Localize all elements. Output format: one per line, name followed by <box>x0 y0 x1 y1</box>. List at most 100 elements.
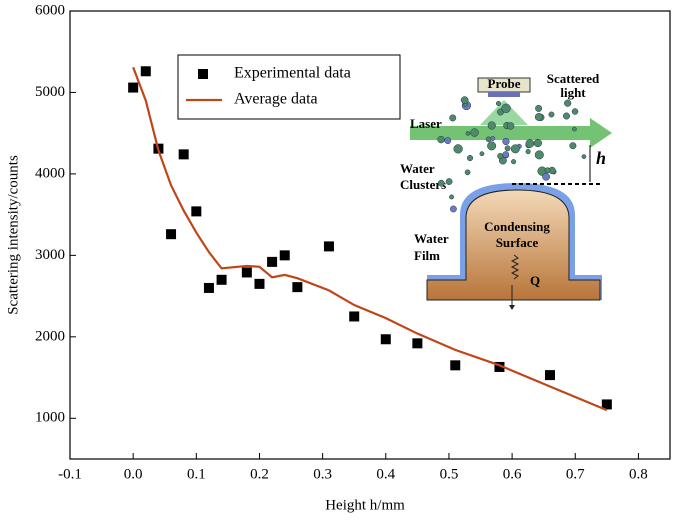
heat-symbol <box>510 254 520 307</box>
data-point <box>450 360 461 371</box>
x-tick-label: 0.0 <box>124 466 143 482</box>
plot-frame <box>69 10 671 460</box>
cluster-dot <box>504 145 511 152</box>
data-point <box>292 282 303 293</box>
cluster-dot <box>533 138 542 148</box>
condensing-surface <box>426 189 601 301</box>
cluster-dot <box>535 104 543 112</box>
data-point <box>279 250 290 261</box>
cluster-dot <box>525 149 531 155</box>
data-point <box>241 267 252 278</box>
legend-label: Experimental data <box>234 65 351 82</box>
data-point <box>140 66 151 77</box>
x-tick-label: -0.1 <box>58 466 82 482</box>
data-point <box>323 241 334 252</box>
annotation: Clusters <box>400 177 446 192</box>
annotation: Water <box>414 231 449 246</box>
cluster-dot <box>437 135 445 144</box>
annotation: h <box>596 148 606 168</box>
data-point <box>178 149 189 160</box>
annotation: Film <box>414 248 440 263</box>
cluster-dot <box>569 142 577 150</box>
x-tick-label: 0.5 <box>440 466 459 482</box>
cluster-dot <box>548 111 555 118</box>
legend-marker <box>198 69 208 79</box>
cluster-dot <box>487 121 496 130</box>
annotation: Water <box>400 161 435 176</box>
cluster-dot <box>437 179 445 187</box>
cluster-dot <box>460 96 469 104</box>
x-tick-label: 0.1 <box>187 466 206 482</box>
cluster-dot <box>506 122 515 130</box>
x-tick-label: 0.2 <box>250 466 269 482</box>
data-point <box>216 274 227 285</box>
data-point <box>412 338 423 349</box>
cluster-dot <box>502 151 510 158</box>
cluster-dot <box>564 99 572 107</box>
cluster-dot <box>495 100 502 107</box>
data-point <box>203 282 214 293</box>
cluster-dot <box>445 178 453 185</box>
data-point <box>601 399 612 410</box>
cluster-dot <box>466 155 474 162</box>
data-point <box>380 334 391 345</box>
cluster-dot <box>453 144 463 154</box>
cluster-dot <box>464 169 471 176</box>
data-point <box>494 361 505 372</box>
cluster-dot <box>479 151 485 157</box>
laser-arrow <box>410 118 612 148</box>
legend-label: Average data <box>234 91 318 108</box>
y-tick-label: 5000 <box>35 84 65 100</box>
annotation: Q <box>530 273 540 288</box>
annotation: Scattered <box>547 71 600 86</box>
data-point <box>191 206 202 217</box>
cluster-dot <box>510 144 520 154</box>
y-tick-label: 6000 <box>35 2 65 18</box>
cluster-dot <box>487 141 497 151</box>
cluster-dot <box>525 139 535 148</box>
y-tick-label: 3000 <box>35 247 65 263</box>
x-tick-label: 0.8 <box>629 466 648 482</box>
cluster-dot <box>485 136 492 143</box>
cluster-dot <box>470 128 479 137</box>
x-tick-label: 0.6 <box>503 466 522 482</box>
y-tick-label: 2000 <box>35 328 65 344</box>
cluster-dot <box>502 137 510 146</box>
cluster-dot <box>571 108 579 115</box>
cluster-dot <box>444 137 452 145</box>
y-axis-label: Scattering intensity/counts <box>5 155 21 315</box>
probe-window <box>488 92 520 97</box>
heat-arrow <box>509 305 515 310</box>
x-tick-label: 0.4 <box>376 466 395 482</box>
x-tick-label: 0.3 <box>313 466 332 482</box>
y-tick-label: 1000 <box>35 410 65 426</box>
data-point <box>166 229 177 240</box>
legend-box <box>177 54 401 120</box>
cluster-dot <box>449 114 457 122</box>
x-tick-label: 0.7 <box>566 466 585 482</box>
cluster-dot <box>544 167 551 174</box>
cluster-dot <box>534 113 543 121</box>
cluster-dot <box>465 131 471 136</box>
annotation: Condensing <box>484 219 550 234</box>
cluster-dot <box>450 205 457 213</box>
cluster-dot <box>581 154 587 159</box>
data-point <box>545 370 555 381</box>
annotation: light <box>560 85 586 100</box>
data-point <box>254 278 265 289</box>
inset-diagram: Probe Scattered light Laser Water Cluste… <box>400 71 612 310</box>
annotation: Laser <box>410 116 442 131</box>
x-axis-label: Height h/mm <box>325 497 405 513</box>
cluster-dot <box>497 153 504 160</box>
cluster-dot <box>534 150 544 160</box>
cluster-dot <box>563 112 570 120</box>
annotation: Surface <box>496 235 539 250</box>
cluster-dot <box>572 126 577 132</box>
cluster-dot <box>542 172 550 181</box>
data-point <box>128 82 139 93</box>
cluster-dot <box>501 103 511 113</box>
y-tick-label: 4000 <box>35 165 65 181</box>
annotation: Probe <box>488 76 521 91</box>
data-point <box>349 311 360 322</box>
